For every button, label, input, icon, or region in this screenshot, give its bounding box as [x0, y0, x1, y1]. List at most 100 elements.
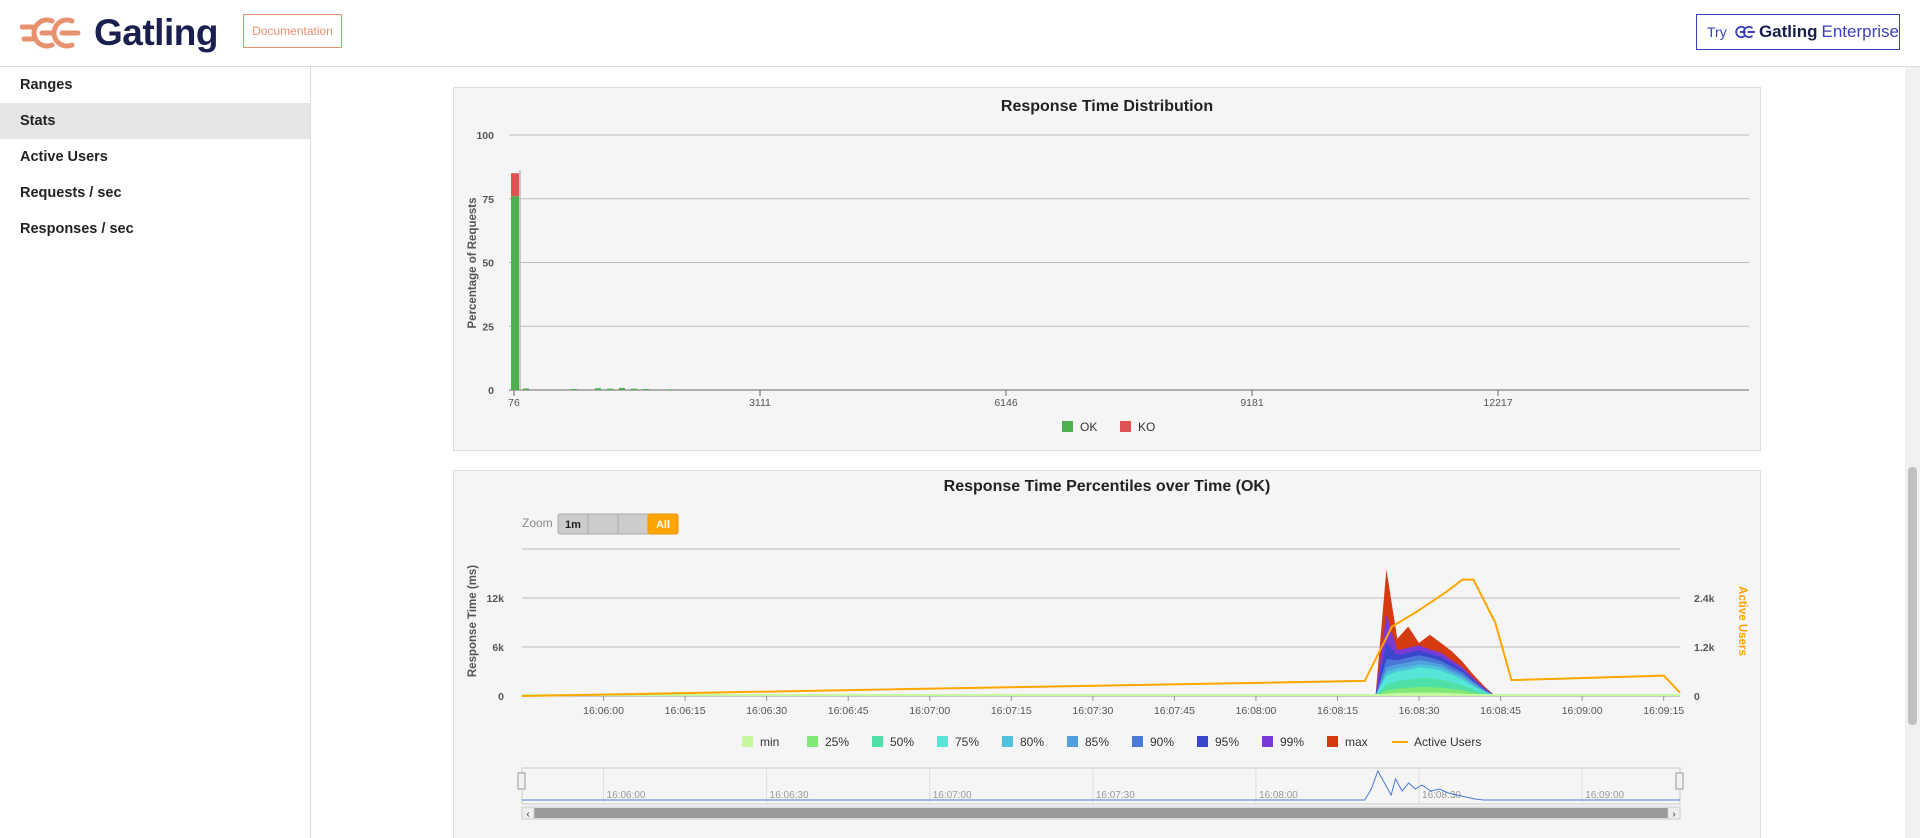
chart-title: Response Time Distribution: [1001, 98, 1213, 115]
x-tick-label: 16:09:00: [1562, 705, 1603, 717]
navigator-label: 16:09:00: [1585, 790, 1624, 801]
response-time-distribution-panel: Response Time Distribution Percentage of…: [453, 87, 1761, 451]
zoom-all-button[interactable]: All: [647, 513, 679, 535]
sidebar-item-stats[interactable]: Stats: [0, 103, 310, 139]
zoom-label: Zoom: [522, 516, 553, 530]
active-users-line: [521, 578, 1681, 697]
navigator-label: 16:07:00: [933, 790, 972, 801]
bar-ok: [511, 196, 519, 390]
x-tick-label: 3111: [749, 397, 771, 409]
y2-tick-label: 0: [1694, 691, 1700, 703]
legend-swatch: [807, 736, 818, 747]
y-tick-label: 100: [476, 130, 494, 142]
legend-swatch: [1327, 736, 1338, 747]
scroll-right-arrow-icon: ›: [1672, 809, 1675, 820]
gatling-logo[interactable]: Gatling: [20, 10, 218, 56]
sidebar: Ranges Stats Active Users Requests / sec…: [0, 67, 311, 838]
x-tick-label: 16:06:00: [583, 705, 624, 717]
y-axis-label: Percentage of Requests: [467, 197, 479, 328]
x-tick-label: 16:06:30: [746, 705, 787, 717]
legend-swatch: [1197, 736, 1208, 747]
sidebar-item-requests-per-sec[interactable]: Requests / sec: [20, 185, 122, 201]
page-scrollbar-thumb[interactable]: [1908, 467, 1917, 725]
navigator[interactable]: 16:06:00 16:06:30 16:07:00 16:07:30 16:08:00…: [517, 767, 1684, 805]
legend-item[interactable]: 85%: [1067, 735, 1109, 749]
y-tick-label: 0: [498, 691, 504, 703]
y-axis-label: Response Time (ms): [467, 565, 479, 677]
y-tick-label: 12k: [486, 593, 504, 605]
legend-item[interactable]: 25%: [807, 735, 849, 749]
sidebar-item-ranges[interactable]: Ranges: [20, 77, 73, 93]
legend-label[interactable]: KO: [1138, 420, 1155, 434]
x-tick-label: 16:07:30: [1072, 705, 1113, 717]
legend-swatch: [872, 736, 883, 747]
sidebar-item-active-users[interactable]: Active Users: [20, 149, 108, 165]
y-tick-label: 0: [488, 385, 494, 397]
sidebar-item-responses-per-sec[interactable]: Responses / sec: [20, 221, 134, 237]
x-tick-label: 16:08:15: [1317, 705, 1358, 717]
legend-label: Active Users: [1414, 735, 1481, 749]
navigator-series-line: [522, 769, 1680, 801]
legend-label: 75%: [955, 735, 979, 749]
legend-label: 99%: [1280, 735, 1304, 749]
legend-item[interactable]: 80%: [1002, 735, 1044, 749]
try-enterprise-button[interactable]: Try Gatling Enterprise: [1696, 14, 1900, 50]
navigator-handle-left[interactable]: [517, 772, 526, 790]
x-tick-label: 9181: [1240, 397, 1264, 409]
legend-item[interactable]: 50%: [872, 735, 914, 749]
legend-swatch[interactable]: [1062, 421, 1073, 432]
legend-label: max: [1345, 735, 1368, 749]
bar-ok: [667, 389, 673, 390]
legend-label: 80%: [1020, 735, 1044, 749]
legend-swatch: [1002, 736, 1013, 747]
navigator-scrollbar-thumb[interactable]: [534, 808, 1668, 818]
legend-swatch[interactable]: [1120, 421, 1131, 432]
legend-swatch: [1132, 736, 1143, 747]
navigator-handle-right[interactable]: [1675, 772, 1684, 790]
gatling-logo-icon: [20, 17, 81, 49]
scroll-left-arrow-icon: ‹: [526, 809, 529, 820]
response-time-percentiles-panel: Response Time Percentiles over Time (OK)…: [453, 470, 1761, 838]
legend-item[interactable]: 95%: [1197, 735, 1239, 749]
zoom-1m-label: 1m: [565, 519, 581, 531]
legend-item[interactable]: min: [742, 735, 779, 749]
try-enterprise-label: Enterprise: [1821, 22, 1899, 41]
zoom-blank-button[interactable]: [587, 513, 619, 535]
legend-item[interactable]: 99%: [1262, 735, 1304, 749]
navigator-scrollbar[interactable]: ‹ ›: [521, 806, 1681, 820]
x-tick-label: 16:07:00: [909, 705, 950, 717]
navigator-label: 16:06:00: [607, 790, 646, 801]
zoom-1m-button[interactable]: 1m: [557, 513, 589, 535]
legend-item[interactable]: Active Users: [1392, 735, 1481, 749]
y-tick-label: 6k: [492, 642, 504, 654]
x-tick-label: 6146: [994, 397, 1018, 409]
legend-label: 25%: [825, 735, 849, 749]
response-time-distribution-chart: Response Time Distribution Percentage of…: [467, 98, 1749, 434]
scroll-right-arrow[interactable]: [1667, 806, 1681, 820]
legend-item[interactable]: max: [1327, 735, 1368, 749]
legend-label: 95%: [1215, 735, 1239, 749]
legend-swatch: [1262, 736, 1273, 747]
navigator-label: 16:08:30: [1422, 790, 1461, 801]
x-tick-label: 16:09:15: [1643, 705, 1684, 717]
legend-label: 50%: [890, 735, 914, 749]
documentation-button[interactable]: Documentation: [243, 14, 342, 48]
page-scrollbar[interactable]: [1905, 67, 1920, 838]
response-time-percentiles-chart: Response Time Percentiles over Time (OK)…: [467, 478, 1748, 820]
chart-title: Response Time Percentiles over Time (OK): [944, 478, 1271, 495]
legend-label: 90%: [1150, 735, 1174, 749]
legend-item[interactable]: 90%: [1132, 735, 1174, 749]
try-brand: Gatling: [1758, 22, 1818, 41]
legend-label: 85%: [1085, 735, 1109, 749]
x-tick-label: 76: [508, 397, 520, 409]
navigator-label: 16:07:30: [1096, 790, 1135, 801]
bar-ok: [619, 387, 625, 390]
x-tick-label: 16:07:45: [1154, 705, 1195, 717]
x-tick-label: 16:08:45: [1480, 705, 1521, 717]
y2-tick-label: 2.4k: [1694, 593, 1715, 605]
y2-tick-label: 1.2k: [1694, 642, 1715, 654]
legend-label[interactable]: OK: [1080, 420, 1097, 434]
legend-item[interactable]: 75%: [937, 735, 979, 749]
zoom-blank-button[interactable]: [617, 513, 649, 535]
scroll-left-arrow[interactable]: [521, 806, 535, 820]
